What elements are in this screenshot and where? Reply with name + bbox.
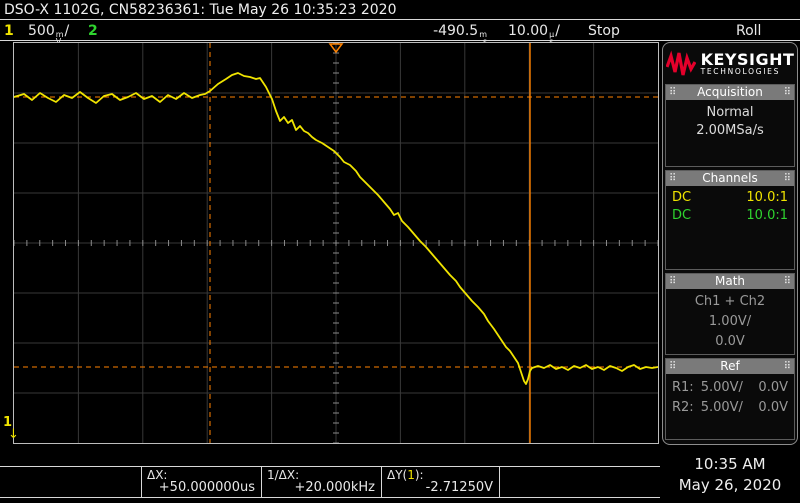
ch2-probe-ratio: 10.0:1: [746, 208, 788, 223]
delay-unit: ms: [479, 30, 487, 46]
channels-title: Channels: [702, 171, 758, 185]
clock: 10:35 AM May 26, 2020: [662, 454, 798, 496]
brand-name: KEYSIGHT: [700, 50, 795, 69]
math-operation: Ch1 + Ch2: [694, 294, 766, 309]
trigger-position-icon[interactable]: [328, 43, 344, 54]
timebase-readout[interactable]: 10.00µs/: [508, 22, 560, 46]
waveform-display: [13, 42, 659, 444]
dy-value: -2.71250V: [425, 480, 493, 495]
inv-dx-value: +20.000kHz: [294, 480, 375, 495]
timebase-unit: µs: [549, 30, 555, 46]
ref2-scale: 5.00V/: [700, 400, 743, 415]
ref1-scale: 5.00V/: [700, 380, 743, 395]
ch1-scale-readout[interactable]: 500mV/: [28, 22, 69, 46]
brand-sub: TECHNOLOGIES: [700, 67, 781, 76]
current-time: 10:35 AM: [694, 455, 766, 473]
ref2-label: R2:: [672, 400, 694, 415]
math-offset: 0.0V: [715, 334, 745, 349]
cursor-cell-empty: [0, 467, 142, 497]
ref1-label: R1:: [672, 380, 694, 395]
scope-plot: [14, 43, 658, 443]
grip-icon[interactable]: ⠿: [669, 276, 677, 287]
inv-dx-label: 1/ΔX:: [267, 468, 300, 482]
math-body: Ch1 + Ch2 1.00V/ 0.0V: [666, 289, 794, 354]
keysight-logo: KEYSIGHT TECHNOLOGIES: [665, 45, 795, 83]
cursor-cell-dy: ΔY(1): -2.71250V: [382, 467, 500, 497]
grip-icon[interactable]: ⠿: [669, 361, 677, 372]
channels-header[interactable]: ⠿ Channels ⠿: [666, 171, 794, 186]
sample-rate: 2.00MSa/s: [696, 123, 764, 138]
dx-label: ΔX:: [147, 468, 168, 482]
ref1-row: R1: 5.00V/ 0.0V: [666, 378, 794, 398]
ch1-scale-value: 500: [28, 23, 55, 39]
grip-icon[interactable]: ⠿: [783, 276, 791, 287]
current-date: May 26, 2020: [678, 476, 782, 494]
ref-body: R1: 5.00V/ 0.0V R2: 5.00V/ 0.0V: [666, 374, 794, 418]
horizontal-mode-indicator: Roll: [736, 23, 762, 39]
grip-icon[interactable]: ⠿: [783, 173, 791, 184]
grip-icon[interactable]: ⠿: [783, 87, 791, 98]
ch1-waveform-trace: [14, 72, 658, 385]
grip-icon[interactable]: ⠿: [669, 173, 677, 184]
ref1-offset: 0.0V: [758, 380, 788, 395]
grip-icon[interactable]: ⠿: [783, 361, 791, 372]
ch1-ground-label: 1: [3, 415, 13, 430]
math-header[interactable]: ⠿ Math ⠿: [666, 274, 794, 289]
ch1-indicator[interactable]: 1: [4, 23, 14, 39]
ref-section: ⠿ Ref ⠿ R1: 5.00V/ 0.0V R2: 5.00V/ 0.0V: [665, 358, 795, 440]
ref2-offset: 0.0V: [758, 400, 788, 415]
sidebar: KEYSIGHT TECHNOLOGIES ⠿ Acquisition ⠿ No…: [662, 42, 798, 445]
ch1-unit: mV: [55, 30, 64, 46]
ref-header[interactable]: ⠿ Ref ⠿: [666, 359, 794, 374]
title-bar: DSO-X 1102G, CN58236361: Tue May 26 10:3…: [0, 0, 800, 20]
acquisition-mode: Normal: [706, 105, 754, 120]
keysight-waveform-icon: [665, 50, 696, 76]
status-bar: 1 500mV/ 2 -490.5ms 10.00µs/ Stop Roll: [0, 21, 800, 46]
down-arrow-icon: ↓: [8, 427, 19, 442]
delay-readout[interactable]: -490.5ms: [408, 22, 488, 46]
channels-body: DC 10.0:1 DC 10.0:1: [666, 186, 794, 269]
math-section: ⠿ Math ⠿ Ch1 + Ch2 1.00V/ 0.0V: [665, 273, 795, 355]
dy-label: ΔY(1):: [387, 468, 424, 482]
ch1-ground-marker[interactable]: 1 ↓: [3, 415, 19, 442]
acquisition-header[interactable]: ⠿ Acquisition ⠿: [666, 85, 794, 100]
ref2-row: R2: 5.00V/ 0.0V: [666, 398, 794, 418]
ref-title: Ref: [720, 359, 740, 373]
cursor-cell-invdx: 1/ΔX: +20.000kHz: [262, 467, 382, 497]
cursor-cell-trailing: [500, 467, 660, 497]
math-scale: 1.00V/: [708, 314, 752, 329]
dx-value: +50.000000us: [158, 480, 255, 495]
ch2-row: DC 10.0:1: [666, 207, 794, 225]
dy-channel-number: 1: [407, 468, 415, 482]
cursor-readout-bar: ΔX: +50.000000us 1/ΔX: +20.000kHz ΔY(1):…: [0, 466, 660, 498]
ch1-probe-ratio: 10.0:1: [746, 190, 788, 205]
acquisition-title: Acquisition: [697, 85, 763, 99]
device-id-text: DSO-X 1102G, CN58236361: Tue May 26 10:3…: [4, 2, 397, 18]
acquisition-body: Normal 2.00MSa/s: [666, 100, 794, 166]
run-state-indicator: Stop: [588, 23, 620, 39]
math-title: Math: [714, 274, 746, 288]
timebase-value: 10.00: [508, 23, 549, 39]
channels-section: ⠿ Channels ⠿ DC 10.0:1 DC 10.0:1: [665, 170, 795, 270]
ch1-row: DC 10.0:1: [666, 189, 794, 207]
acquisition-section: ⠿ Acquisition ⠿ Normal 2.00MSa/s: [665, 84, 795, 167]
cursor-cell-dx: ΔX: +50.000000us: [142, 467, 262, 497]
ch2-coupling: DC: [672, 208, 692, 223]
keysight-logo-text: KEYSIGHT TECHNOLOGIES: [700, 50, 795, 77]
ch2-indicator[interactable]: 2: [88, 23, 98, 39]
delay-value: -490.5: [433, 23, 479, 39]
grip-icon[interactable]: ⠿: [669, 87, 677, 98]
ch1-coupling: DC: [672, 190, 692, 205]
